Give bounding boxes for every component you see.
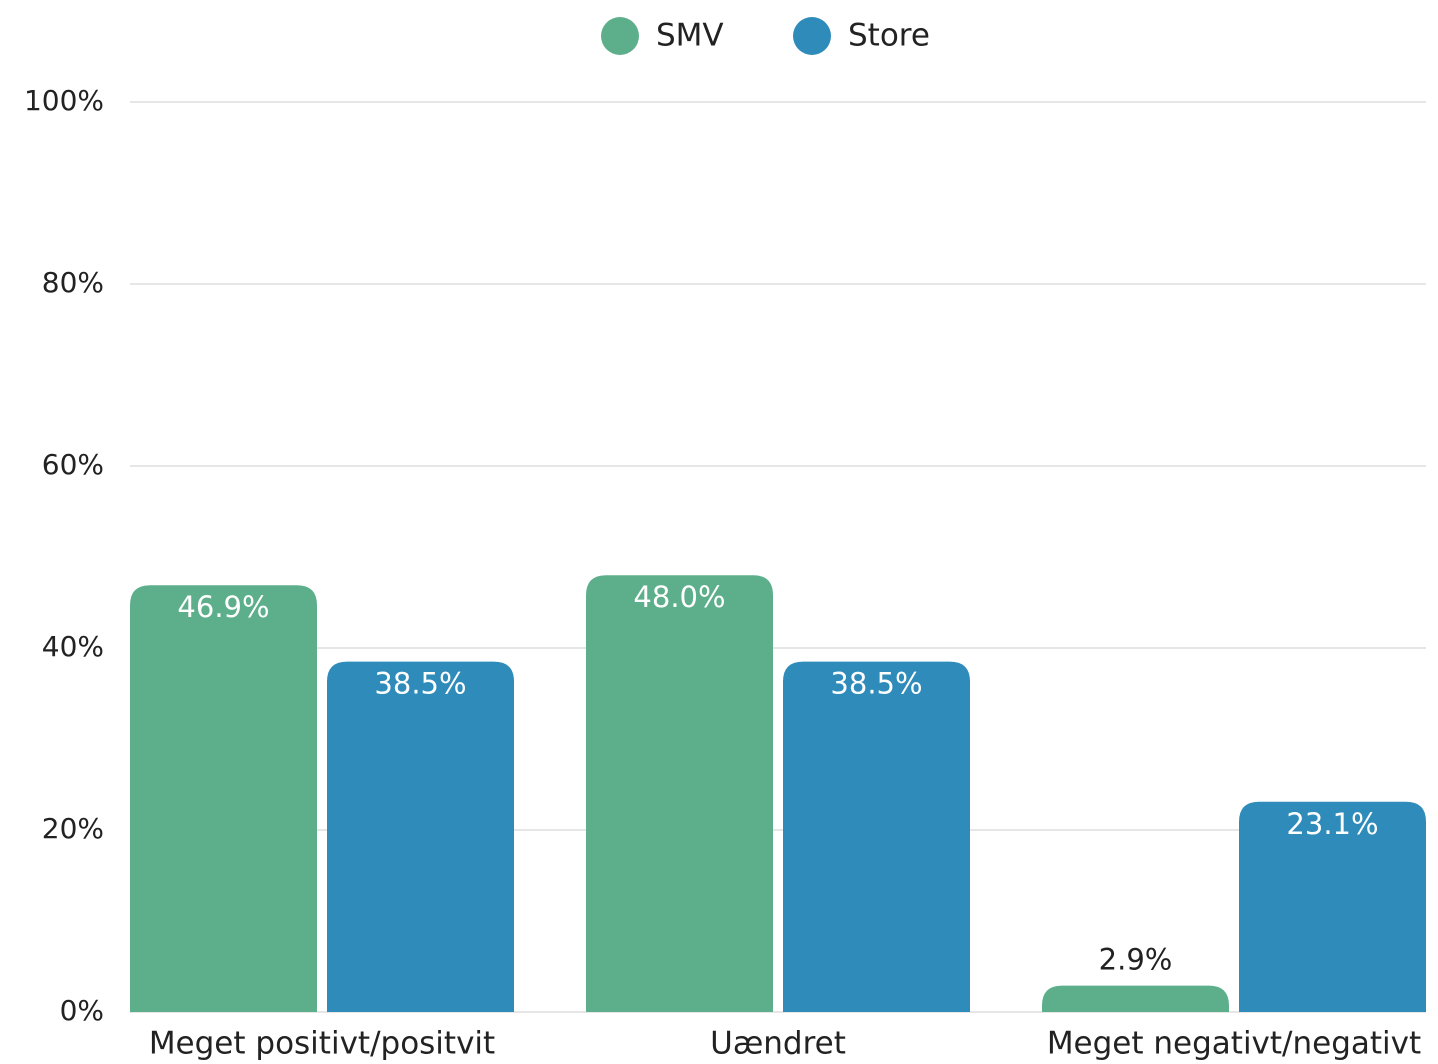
bar <box>327 661 514 1012</box>
value-label: 23.1% <box>1286 807 1378 841</box>
bar <box>1042 985 1229 1012</box>
bar <box>1239 801 1426 1012</box>
x-tick-label: Uændret <box>710 1026 846 1062</box>
legend-swatch <box>793 17 831 55</box>
value-label: 38.5% <box>374 667 466 701</box>
legend-swatch <box>601 17 639 55</box>
value-label: 2.9% <box>1099 943 1173 977</box>
x-tick-label: Meget negativt/negativt <box>1047 1026 1421 1062</box>
bar <box>130 585 317 1012</box>
legend-label: SMV <box>656 18 724 54</box>
legend-label: Store <box>848 18 930 54</box>
y-tick-label: 80% <box>42 266 104 299</box>
bar <box>586 575 773 1012</box>
value-label: 48.0% <box>633 580 725 614</box>
y-tick-label: 0% <box>60 994 104 1027</box>
bar <box>783 661 970 1012</box>
y-tick-label: 100% <box>24 84 104 117</box>
value-label: 46.9% <box>177 590 269 624</box>
y-tick-label: 20% <box>42 812 104 845</box>
value-label: 38.5% <box>830 667 922 701</box>
y-tick-label: 60% <box>42 448 104 481</box>
y-tick-label: 40% <box>42 630 104 663</box>
x-tick-label: Meget positivt/positvit <box>149 1026 495 1062</box>
